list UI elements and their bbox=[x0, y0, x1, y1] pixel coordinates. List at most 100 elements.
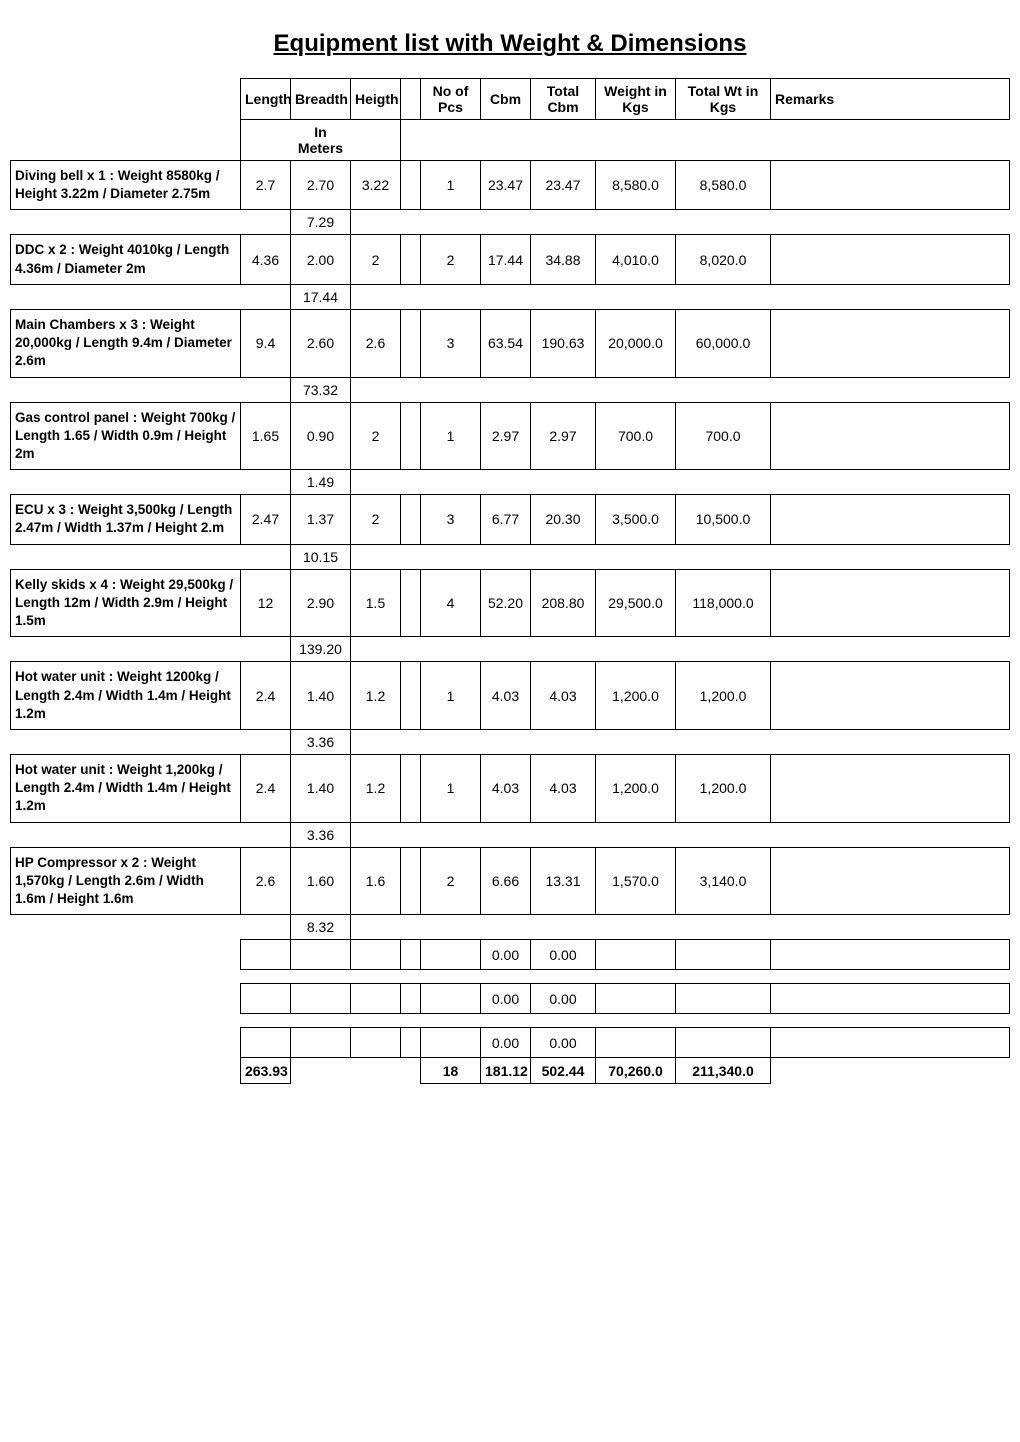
cell-twkg: 8,580.0 bbox=[676, 161, 771, 210]
cell-remarks bbox=[771, 847, 1010, 915]
table-row: DDC x 2 : Weight 4010kg / Length 4.36m /… bbox=[11, 235, 1010, 284]
cell-twkg: 3,140.0 bbox=[676, 847, 771, 915]
cell-length: 1.65 bbox=[241, 402, 291, 470]
cell-cbm: 63.54 bbox=[481, 309, 531, 377]
col-cbm: Cbm bbox=[481, 79, 531, 120]
sub-breadth: 3.36 bbox=[291, 822, 351, 847]
cell-pcs: 3 bbox=[421, 495, 481, 544]
cell-twkg: 10,500.0 bbox=[676, 495, 771, 544]
total-twkg: 211,340.0 bbox=[676, 1058, 771, 1084]
cell-height: 1.5 bbox=[351, 569, 401, 637]
cell-cbm: 4.03 bbox=[481, 662, 531, 730]
totals-row: 263.93 18181.12502.4470,260.0211,340.0 bbox=[11, 1058, 1010, 1084]
cell-pcs: 2 bbox=[421, 235, 481, 284]
cell-height: 2.6 bbox=[351, 309, 401, 377]
in-meters-label: In Meters bbox=[291, 120, 351, 161]
cell-breadth: 2.70 bbox=[291, 161, 351, 210]
total-cbm: 181.12 bbox=[481, 1058, 531, 1084]
total-length: 263.93 bbox=[241, 1058, 291, 1084]
desc-cell: HP Compressor x 2 : Weight 1,570kg / Len… bbox=[11, 847, 241, 915]
total-wkg: 70,260.0 bbox=[596, 1058, 676, 1084]
cell-totcbm: 0.00 bbox=[531, 984, 596, 1014]
cell-length: 2.6 bbox=[241, 847, 291, 915]
sub-breadth: 7.29 bbox=[291, 210, 351, 235]
sub-breadth: 17.44 bbox=[291, 284, 351, 309]
col-totcbm: Total Cbm bbox=[531, 79, 596, 120]
cell-pcs: 1 bbox=[421, 161, 481, 210]
cell-remarks bbox=[771, 662, 1010, 730]
cell-pcs: 4 bbox=[421, 569, 481, 637]
sub-breadth: 8.32 bbox=[291, 915, 351, 940]
col-breadth: Breadth bbox=[291, 79, 351, 120]
cell-totcbm: 0.00 bbox=[531, 1028, 596, 1058]
cell-cbm: 2.97 bbox=[481, 402, 531, 470]
cell-height: 2 bbox=[351, 495, 401, 544]
sub-breadth: 3.36 bbox=[291, 729, 351, 754]
cell-pcs: 3 bbox=[421, 309, 481, 377]
cell-remarks bbox=[771, 161, 1010, 210]
cell-cbm: 4.03 bbox=[481, 754, 531, 822]
cell-remarks bbox=[771, 495, 1010, 544]
cell-cbm: 0.00 bbox=[481, 984, 531, 1014]
cell-remarks bbox=[771, 754, 1010, 822]
cell-totcbm: 20.30 bbox=[531, 495, 596, 544]
desc-cell: Main Chambers x 3 : Weight 20,000kg / Le… bbox=[11, 309, 241, 377]
cell-totcbm: 4.03 bbox=[531, 754, 596, 822]
cell-wkg: 1,200.0 bbox=[596, 754, 676, 822]
cell-height: 2 bbox=[351, 402, 401, 470]
table-row: Kelly skids x 4 : Weight 29,500kg / Leng… bbox=[11, 569, 1010, 637]
table-row-empty: 0.000.00 bbox=[11, 984, 1010, 1014]
table-row: Hot water unit : Weight 1200kg / Length … bbox=[11, 662, 1010, 730]
cell-cbm: 6.66 bbox=[481, 847, 531, 915]
cell-wkg: 4,010.0 bbox=[596, 235, 676, 284]
table-row: ECU x 3 : Weight 3,500kg / Length 2.47m … bbox=[11, 495, 1010, 544]
desc-cell: Gas control panel : Weight 700kg / Lengt… bbox=[11, 402, 241, 470]
total-pcs: 18 bbox=[421, 1058, 481, 1084]
cell-totcbm: 4.03 bbox=[531, 662, 596, 730]
cell-twkg: 118,000.0 bbox=[676, 569, 771, 637]
cell-pcs: 2 bbox=[421, 847, 481, 915]
cell-breadth: 2.00 bbox=[291, 235, 351, 284]
cell-totcbm: 13.31 bbox=[531, 847, 596, 915]
cell-cbm: 0.00 bbox=[481, 1028, 531, 1058]
col-wkg: Weight in Kgs bbox=[596, 79, 676, 120]
cell-cbm: 6.77 bbox=[481, 495, 531, 544]
total-totcbm: 502.44 bbox=[531, 1058, 596, 1084]
cell-wkg: 29,500.0 bbox=[596, 569, 676, 637]
cell-twkg: 1,200.0 bbox=[676, 754, 771, 822]
col-remarks: Remarks bbox=[771, 79, 1010, 120]
cell-length: 2.4 bbox=[241, 754, 291, 822]
cell-breadth: 1.37 bbox=[291, 495, 351, 544]
cell-pcs: 1 bbox=[421, 662, 481, 730]
cell-breadth: 1.60 bbox=[291, 847, 351, 915]
cell-totcbm: 23.47 bbox=[531, 161, 596, 210]
cell-height: 3.22 bbox=[351, 161, 401, 210]
cell-length: 2.47 bbox=[241, 495, 291, 544]
desc-cell: ECU x 3 : Weight 3,500kg / Length 2.47m … bbox=[11, 495, 241, 544]
cell-pcs: 1 bbox=[421, 402, 481, 470]
cell-length: 2.7 bbox=[241, 161, 291, 210]
cell-pcs: 1 bbox=[421, 754, 481, 822]
sub-breadth: 139.20 bbox=[291, 637, 351, 662]
cell-height: 2 bbox=[351, 235, 401, 284]
sub-breadth: 73.32 bbox=[291, 377, 351, 402]
equipment-table: LengthBreadthHeigthNo of PcsCbmTotal Cbm… bbox=[10, 78, 1010, 1084]
cell-length: 9.4 bbox=[241, 309, 291, 377]
col-height: Heigth bbox=[351, 79, 401, 120]
cell-height: 1.6 bbox=[351, 847, 401, 915]
cell-wkg: 700.0 bbox=[596, 402, 676, 470]
cell-totcbm: 190.63 bbox=[531, 309, 596, 377]
table-row-empty: 0.000.00 bbox=[11, 940, 1010, 970]
cell-length: 4.36 bbox=[241, 235, 291, 284]
desc-cell: Diving bell x 1 : Weight 8580kg / Height… bbox=[11, 161, 241, 210]
page-title: Equipment list with Weight & Dimensions bbox=[10, 30, 1010, 58]
cell-wkg: 1,570.0 bbox=[596, 847, 676, 915]
cell-remarks bbox=[771, 402, 1010, 470]
cell-twkg: 60,000.0 bbox=[676, 309, 771, 377]
cell-totcbm: 0.00 bbox=[531, 940, 596, 970]
cell-height: 1.2 bbox=[351, 662, 401, 730]
cell-length: 12 bbox=[241, 569, 291, 637]
table-row: HP Compressor x 2 : Weight 1,570kg / Len… bbox=[11, 847, 1010, 915]
desc-cell: Hot water unit : Weight 1200kg / Length … bbox=[11, 662, 241, 730]
cell-remarks bbox=[771, 569, 1010, 637]
